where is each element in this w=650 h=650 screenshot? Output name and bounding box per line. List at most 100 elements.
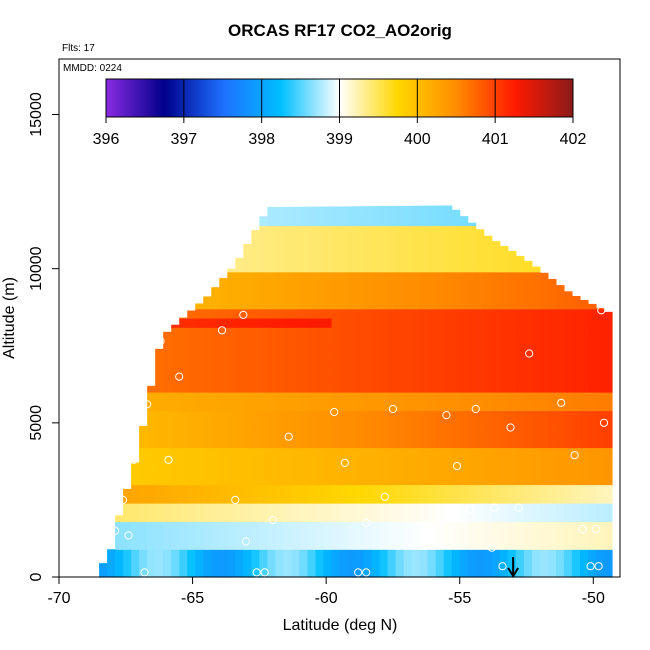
heat-cell: [531, 355, 541, 365]
heat-cell: [507, 530, 517, 541]
heat-cell: [411, 262, 421, 273]
heat-cell: [371, 355, 381, 365]
heat-cell: [363, 234, 373, 245]
heat-cell: [363, 567, 373, 578]
heat-cell: [499, 567, 509, 578]
heat-cell: [219, 493, 228, 504]
heat-cell: [243, 281, 252, 291]
heat-cell: [195, 345, 204, 356]
heat-cell: [419, 336, 429, 347]
heat-cell: [491, 567, 501, 578]
heat-cell: [203, 493, 212, 504]
heat-cell: [275, 364, 284, 375]
heat-cell: [499, 364, 509, 375]
heat-cell: [363, 225, 373, 236]
heat-cell: [251, 364, 260, 375]
heat-cell: [323, 327, 333, 338]
heat-cell: [547, 512, 557, 523]
heat-cell: [251, 512, 260, 523]
heat-cell: [347, 419, 357, 430]
heat-cell: [435, 540, 445, 550]
sample-point: [490, 503, 499, 512]
heat-cell: [403, 392, 413, 402]
heat-cell: [563, 364, 573, 375]
heat-cell: [235, 257, 244, 264]
heat-cell: [539, 429, 549, 439]
heat-cell: [475, 447, 485, 458]
heat-cell: [563, 382, 573, 393]
heat-cell: [259, 234, 268, 245]
heat-cell: [379, 308, 389, 319]
heat-cell: [411, 429, 421, 439]
heat-cell: [467, 456, 477, 467]
heat-cell: [419, 207, 429, 217]
heat-cell: [315, 355, 325, 365]
heat-cell: [443, 410, 453, 421]
heat-cell: [579, 429, 589, 439]
heat-cell: [411, 281, 421, 291]
heat-cell: [451, 209, 461, 217]
sample-point: [570, 451, 579, 460]
heat-cell: [507, 299, 517, 310]
heat-cell: [195, 484, 204, 495]
heat-cell: [483, 567, 493, 578]
x-axis: -70 -65 -60 -55 -50: [47, 576, 605, 607]
heat-cell: [179, 318, 188, 328]
heat-cell: [267, 540, 276, 550]
heat-cell: [339, 484, 349, 495]
heat-cell: [187, 318, 196, 328]
heat-cell: [387, 447, 397, 458]
heat-cell: [443, 364, 453, 375]
heat-cell: [523, 540, 533, 550]
heat-cell: [603, 475, 613, 486]
heat-cell: [515, 382, 525, 393]
heat-cell: [395, 364, 405, 375]
heat-cell: [267, 447, 276, 458]
heat-cell: [283, 484, 293, 495]
heat-cell: [299, 327, 309, 338]
heat-cell: [283, 207, 293, 217]
heat-cell: [555, 299, 565, 310]
heat-cell: [427, 475, 437, 486]
heat-cell: [307, 549, 317, 560]
heat-cell: [563, 392, 573, 402]
heat-cell: [475, 466, 485, 476]
heat-cell: [307, 281, 317, 291]
heat-cell: [339, 355, 349, 365]
heat-cell: [491, 253, 501, 264]
heat-cell: [515, 401, 525, 412]
heat-cell: [411, 456, 421, 467]
heat-cell: [523, 290, 533, 301]
heat-cell: [347, 438, 357, 449]
heat-cell: [595, 355, 605, 365]
heat-cell: [499, 419, 509, 430]
heat-cell: [315, 549, 325, 560]
heat-cell: [435, 262, 445, 273]
heat-cell: [547, 447, 557, 458]
heat-cell: [475, 262, 485, 273]
heat-cell: [291, 336, 301, 347]
heat-cell: [459, 345, 469, 356]
heat-cell: [347, 382, 357, 393]
heat-cell: [331, 456, 341, 467]
heat-cell: [443, 205, 453, 208]
heat-cell: [299, 512, 309, 523]
heat-cell: [267, 503, 276, 513]
heat-cell: [379, 438, 389, 449]
heat-cell: [267, 401, 276, 412]
heat-cell: [163, 438, 172, 449]
heat-cell: [147, 475, 156, 486]
heat-cell: [179, 567, 188, 578]
heat-cell: [299, 299, 309, 310]
heat-cell: [451, 364, 461, 375]
heat-cell: [179, 447, 188, 458]
heat-cell: [203, 438, 212, 449]
heat-cell: [595, 484, 605, 495]
heat-cell: [363, 364, 373, 375]
heat-cell: [483, 503, 493, 513]
heat-cell: [443, 521, 453, 532]
heat-cell: [227, 419, 236, 430]
heat-cell: [347, 271, 357, 282]
heat-cell: [331, 567, 341, 578]
heat-cell: [331, 206, 341, 208]
